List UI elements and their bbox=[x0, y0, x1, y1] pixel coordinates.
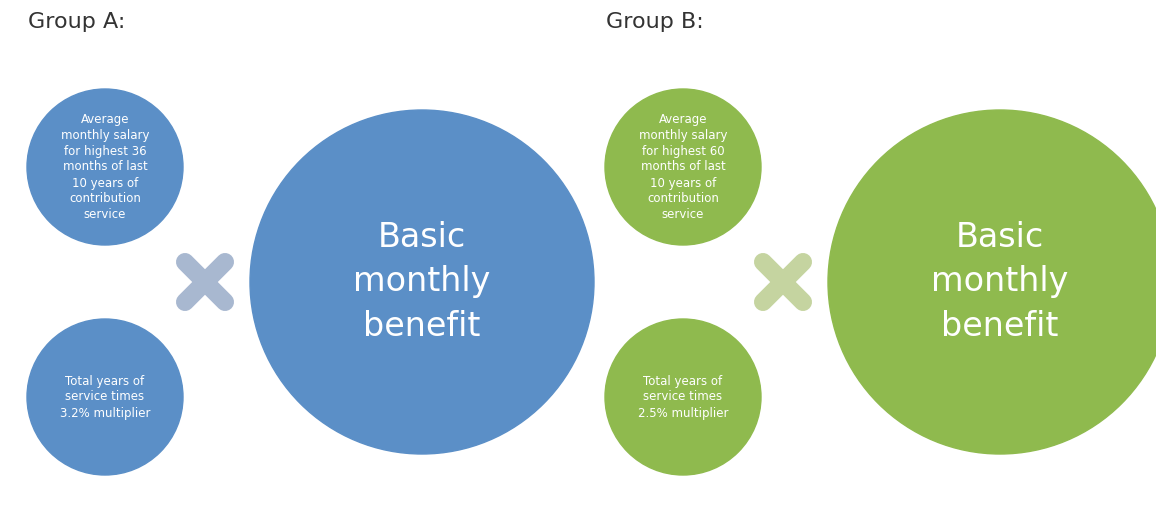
Circle shape bbox=[250, 110, 594, 454]
Circle shape bbox=[605, 319, 761, 475]
Circle shape bbox=[27, 319, 183, 475]
Text: Average
monthly salary
for highest 60
months of last
10 years of
contribution
se: Average monthly salary for highest 60 mo… bbox=[639, 113, 727, 221]
Text: Total years of
service times
3.2% multiplier: Total years of service times 3.2% multip… bbox=[60, 374, 150, 420]
Text: Group B:: Group B: bbox=[606, 12, 704, 32]
Text: Group A:: Group A: bbox=[28, 12, 125, 32]
Text: Total years of
service times
2.5% multiplier: Total years of service times 2.5% multip… bbox=[638, 374, 728, 420]
Circle shape bbox=[27, 89, 183, 245]
Text: Average
monthly salary
for highest 36
months of last
10 years of
contribution
se: Average monthly salary for highest 36 mo… bbox=[61, 113, 149, 221]
Circle shape bbox=[828, 110, 1156, 454]
Circle shape bbox=[605, 89, 761, 245]
Text: Basic
monthly
benefit: Basic monthly benefit bbox=[932, 221, 1068, 343]
Text: Basic
monthly
benefit: Basic monthly benefit bbox=[354, 221, 490, 343]
